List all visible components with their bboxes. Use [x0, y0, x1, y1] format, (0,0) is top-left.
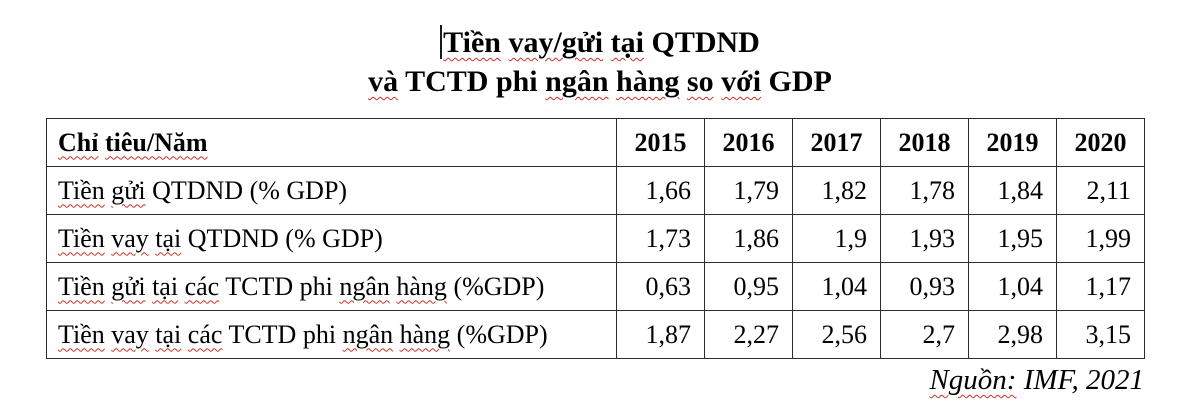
- word: phi: [302, 319, 337, 349]
- misspelled-word: tiêu/Năm: [104, 127, 208, 157]
- value-cell: 1,73: [616, 214, 705, 263]
- misspelled-word: Tiền: [58, 175, 105, 205]
- misspelled-word: các: [187, 319, 223, 349]
- value-cell: 1,66: [616, 166, 705, 215]
- table-row: Tiền gửi QTDND (% GDP) 1,66 1,79 1,82 1,78 1,…: [46, 166, 1145, 215]
- misspelled-word: Chỉ: [58, 127, 99, 157]
- word: TCTD: [228, 319, 297, 349]
- misspelled-word: hàng: [399, 319, 451, 349]
- word: IMF,: [1023, 364, 1079, 396]
- misspelled-word: so: [686, 65, 714, 98]
- word: (%GDP): [453, 271, 545, 301]
- year-header-2017: 2017: [792, 118, 881, 167]
- misspelled-word: Tiền: [58, 223, 105, 253]
- word: QTDND: [152, 175, 244, 205]
- misspelled-word: ngân: [545, 65, 609, 98]
- row-label-cell: Tiền vay tại QTDND (% GDP): [46, 214, 617, 263]
- header-row: Chỉ tiêu/Năm 2015 2016 2017 2018 2019 20…: [46, 118, 1145, 167]
- misspelled-word: hàng: [396, 271, 447, 301]
- word: TCTD: [405, 65, 489, 98]
- word: GDP: [768, 65, 832, 98]
- misspelled-word: các: [184, 271, 220, 301]
- misspelled-word: ngân: [342, 319, 394, 349]
- value-cell: 1,9: [792, 214, 881, 263]
- value-cell: 1,86: [704, 214, 793, 263]
- misspelled-word: tại: [155, 319, 182, 349]
- misspelled-word: hàng: [616, 65, 680, 98]
- header-label-cell: Chỉ tiêu/Năm: [46, 118, 617, 167]
- value-cell: 1,84: [968, 166, 1057, 215]
- value-cell: 1,04: [792, 262, 881, 311]
- word: GDP): [286, 175, 348, 205]
- misspelled-word: tại: [152, 271, 179, 301]
- value-cell: 1,95: [968, 214, 1057, 263]
- table-row: Tiền vay tại các TCTD phi ngân hàng (%GD…: [46, 310, 1145, 359]
- word: QTDND: [651, 26, 760, 59]
- value-cell: 1,79: [704, 166, 793, 215]
- source-note: Nguồn: IMF, 2021: [0, 364, 1144, 397]
- misspelled-word: với: [721, 65, 762, 98]
- word: TCTD: [225, 271, 294, 301]
- table-body: Tiền gửi QTDND (% GDP) 1,66 1,79 1,82 1,78 1,…: [46, 166, 1145, 359]
- value-cell: 0,63: [616, 262, 705, 311]
- word: phi: [299, 271, 333, 301]
- value-cell: 2,7: [880, 310, 969, 359]
- value-cell: 1,17: [1056, 262, 1145, 311]
- misspelled-word: vay: [111, 319, 149, 349]
- word: (%: [285, 223, 316, 253]
- value-cell: 1,93: [880, 214, 969, 263]
- value-cell: 0,95: [704, 262, 793, 311]
- value-cell: 1,87: [616, 310, 705, 359]
- title-line-1-text: Tiền vay/gửi tại QTDND: [443, 26, 760, 59]
- value-cell: 2,98: [968, 310, 1057, 359]
- value-cell: 0,93: [880, 262, 969, 311]
- year-header-2016: 2016: [704, 118, 793, 167]
- year-header-2019: 2019: [968, 118, 1057, 167]
- value-cell: 1,78: [880, 166, 969, 215]
- word: phi: [495, 65, 538, 98]
- misspelled-word: và: [368, 65, 399, 98]
- misspelled-word: vay/gửi: [508, 26, 604, 59]
- value-cell: 2,56: [792, 310, 881, 359]
- value-cell: 1,82: [792, 166, 881, 215]
- word: (%GDP): [456, 319, 548, 349]
- row-label-cell: Tiền vay tại các TCTD phi ngân hàng (%GD…: [46, 310, 617, 359]
- misspelled-word: vay: [111, 223, 149, 253]
- misspelled-word: gửi: [111, 271, 146, 301]
- year-header-2020: 2020: [1056, 118, 1145, 167]
- source-text: Nguồn: IMF, 2021: [929, 364, 1144, 396]
- misspelled-word: gửi: [111, 175, 146, 205]
- misspelled-word: ngân: [339, 271, 390, 301]
- title-line-1: Tiền vay/gửi tại QTDND: [0, 23, 1200, 62]
- word: 2021: [1086, 364, 1144, 396]
- word: QTDND: [187, 223, 279, 253]
- document-title: Tiền vay/gửi tại QTDND và TCTD phi ngân …: [0, 23, 1200, 101]
- value-cell: 1,99: [1056, 214, 1145, 263]
- misspelled-word: Tiền: [58, 271, 105, 301]
- data-table: Chỉ tiêu/Năm 2015 2016 2017 2018 2019 20…: [46, 118, 1145, 359]
- year-header-2018: 2018: [880, 118, 969, 167]
- misspelled-word: Nguồn:: [929, 364, 1017, 396]
- title-line-2-text: và TCTD phi ngân hàng so với GDP: [368, 65, 832, 98]
- text-cursor-caret: [440, 25, 443, 59]
- misspelled-word: tại: [610, 26, 644, 59]
- misspelled-word: tại: [155, 223, 182, 253]
- misspelled-word: Tiền: [58, 319, 105, 349]
- table-row: Tiền gửi tại các TCTD phi ngân hàng (%GD…: [46, 262, 1145, 311]
- misspelled-word: Tiền: [443, 26, 501, 59]
- row-label-cell: Tiền gửi tại các TCTD phi ngân hàng (%GD…: [46, 262, 617, 311]
- value-cell: 3,15: [1056, 310, 1145, 359]
- word: (%: [249, 175, 280, 205]
- year-header-2015: 2015: [616, 118, 705, 167]
- value-cell: 2,27: [704, 310, 793, 359]
- value-cell: 2,11: [1056, 166, 1145, 215]
- row-label-cell: Tiền gửi QTDND (% GDP): [46, 166, 617, 215]
- title-line-2: và TCTD phi ngân hàng so với GDP: [0, 62, 1200, 101]
- table-row: Tiền vay tại QTDND (% GDP) 1,73 1,86 1,9 1,9…: [46, 214, 1145, 263]
- word: GDP): [322, 223, 383, 253]
- value-cell: 1,04: [968, 262, 1057, 311]
